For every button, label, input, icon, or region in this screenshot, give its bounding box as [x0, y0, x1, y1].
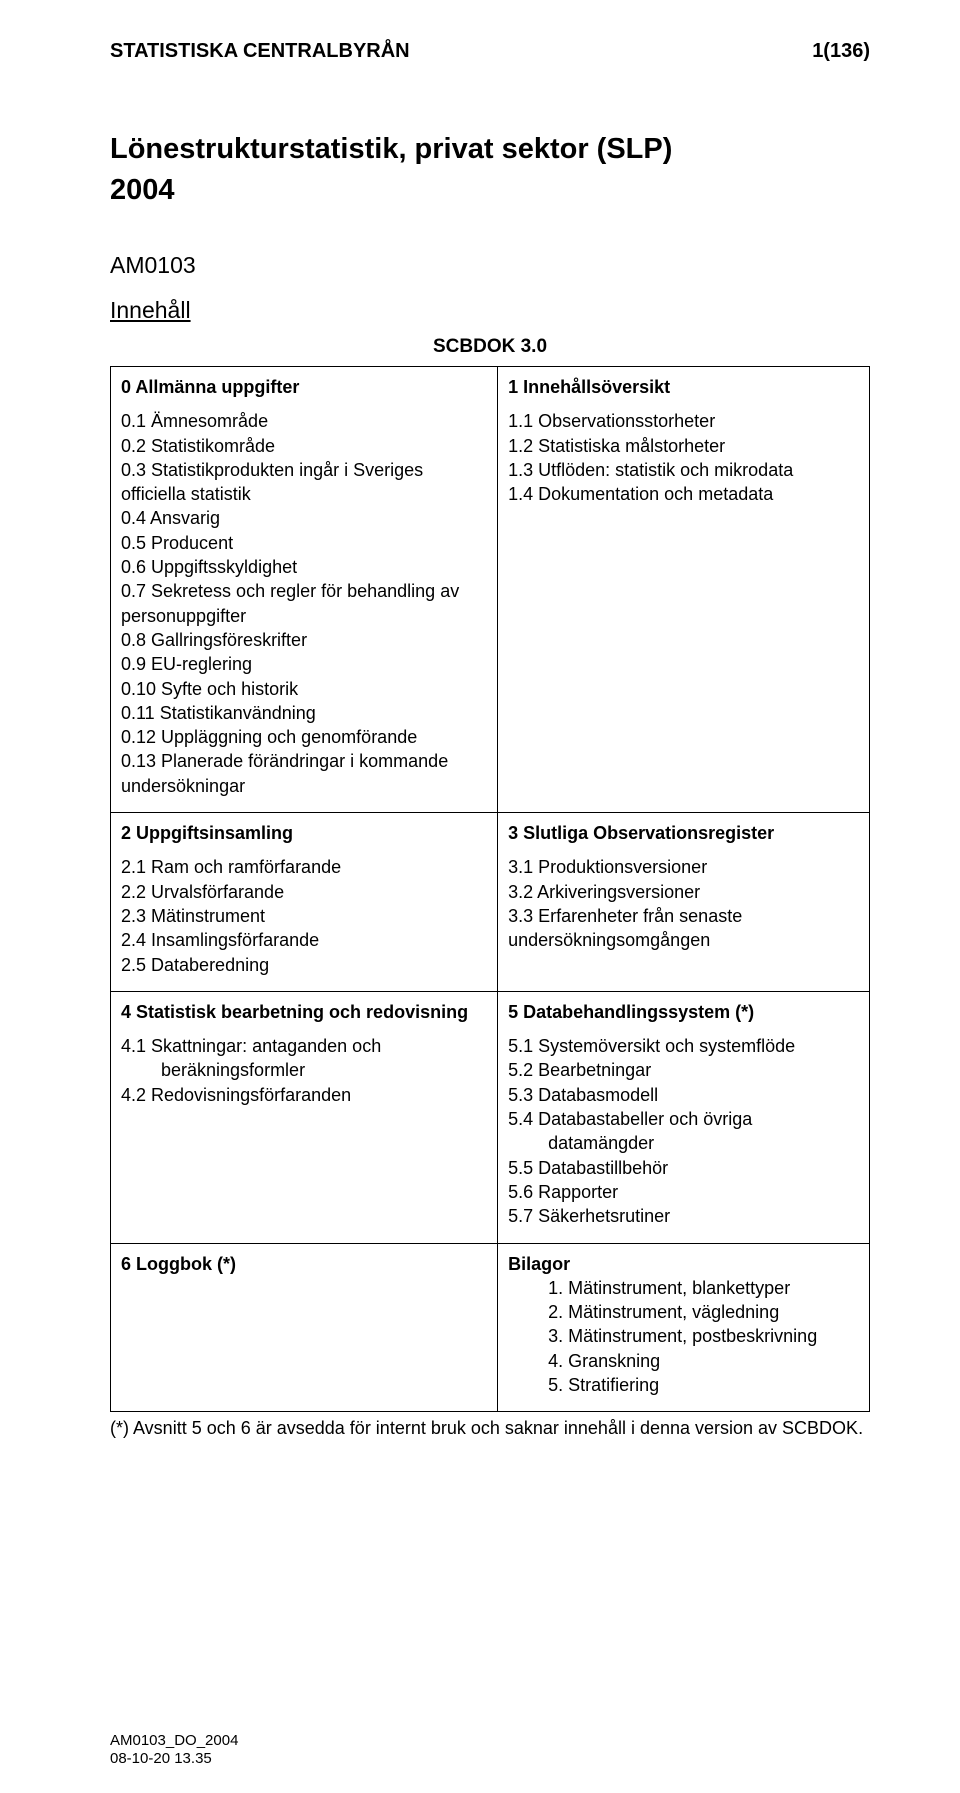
cell-heading: 6 Loggbok (*): [121, 1252, 487, 1276]
header-org: STATISTISKA CENTRALBYRÅN: [110, 40, 410, 63]
toc-item: 1.2 Statistiska målstorheter: [508, 434, 859, 458]
page-footer: AM0103_DO_2004 08-10-20 13.35: [110, 1732, 238, 1770]
section-label-innehall: Innehåll: [110, 297, 870, 324]
footer-docid: AM0103_DO_2004: [110, 1732, 238, 1751]
toc-item: datamängder: [508, 1131, 859, 1155]
toc-item: 5.3 Databasmodell: [508, 1083, 859, 1107]
toc-item: beräkningsformler: [121, 1058, 487, 1082]
toc-cell-3-left: 6 Loggbok (*): [111, 1243, 498, 1412]
bilagor-item: 3. Mätinstrument, postbeskrivning: [548, 1324, 859, 1348]
toc-item: 0.6 Uppgiftsskyldighet: [121, 555, 487, 579]
bilagor-item: 1. Mätinstrument, blankettyper: [548, 1276, 859, 1300]
toc-item: 2.4 Insamlingsförfarande: [121, 928, 487, 952]
toc-item: 0.10 Syfte och historik: [121, 677, 487, 701]
toc-item: 0.8 Gallringsföreskrifter: [121, 628, 487, 652]
toc-cell-0-right: 1 Innehållsöversikt 1.1 Observationsstor…: [498, 367, 870, 813]
toc-item: 1.4 Dokumentation och metadata: [508, 482, 859, 506]
toc-item: 4.1 Skattningar: antaganden och: [121, 1034, 487, 1058]
toc-cell-2-left: 4 Statistisk bearbetning och redovisning…: [111, 991, 498, 1243]
toc-item: 0.7 Sekretess och regler för behandling …: [121, 579, 487, 628]
page-header: STATISTISKA CENTRALBYRÅN 1(136): [110, 40, 870, 63]
toc-item: 3.3 Erfarenheter från senaste undersökni…: [508, 904, 859, 953]
footer-timestamp: 08-10-20 13.35: [110, 1750, 238, 1769]
cell-heading: 0 Allmänna uppgifter: [121, 375, 487, 399]
cell-heading: 2 Uppgiftsinsamling: [121, 821, 487, 845]
toc-cell-0-left: 0 Allmänna uppgifter 0.1 Ämnesområde 0.2…: [111, 367, 498, 813]
document-title: Lönestrukturstatistik, privat sektor (SL…: [110, 133, 870, 166]
toc-cell-3-right: Bilagor 1. Mätinstrument, blankettyper 2…: [498, 1243, 870, 1412]
bilagor-item: 5. Stratifiering: [548, 1373, 859, 1397]
toc-item: 5.4 Databastabeller och övriga: [508, 1107, 859, 1131]
product-code: AM0103: [110, 252, 870, 279]
toc-item: 3.2 Arkiveringsversioner: [508, 880, 859, 904]
toc-item: 2.2 Urvalsförfarande: [121, 880, 487, 904]
table-row: 4 Statistisk bearbetning och redovisning…: [111, 991, 870, 1243]
cell-heading: 5 Databehandlingssystem (*): [508, 1000, 859, 1024]
toc-item: 3.1 Produktionsversioner: [508, 855, 859, 879]
toc-item: 5.5 Databastillbehör: [508, 1156, 859, 1180]
toc-cell-2-right: 5 Databehandlingssystem (*) 5.1 Systemöv…: [498, 991, 870, 1243]
toc-table: 0 Allmänna uppgifter 0.1 Ämnesområde 0.2…: [110, 366, 870, 1412]
toc-item: 5.7 Säkerhetsrutiner: [508, 1204, 859, 1228]
toc-item: 5.6 Rapporter: [508, 1180, 859, 1204]
cell-heading: 1 Innehållsöversikt: [508, 375, 859, 399]
toc-item: 0.1 Ämnesområde: [121, 409, 487, 433]
table-row: 6 Loggbok (*) Bilagor 1. Mätinstrument, …: [111, 1243, 870, 1412]
cell-heading: 4 Statistisk bearbetning och redovisning: [121, 1000, 487, 1024]
toc-item: 5.1 Systemöversikt och systemflöde: [508, 1034, 859, 1058]
toc-item: 0.11 Statistikanvändning: [121, 701, 487, 725]
toc-item: 0.3 Statistikprodukten ingår i Sveriges …: [121, 458, 487, 507]
bilagor-item: 4. Granskning: [548, 1349, 859, 1373]
toc-item: 0.2 Statistikområde: [121, 434, 487, 458]
toc-item: 0.5 Producent: [121, 531, 487, 555]
toc-cell-1-left: 2 Uppgiftsinsamling 2.1 Ram och ramförfa…: [111, 813, 498, 992]
toc-cell-1-right: 3 Slutliga Observationsregister 3.1 Prod…: [498, 813, 870, 992]
toc-item: 0.4 Ansvarig: [121, 506, 487, 530]
scbdok-version: SCBDOK 3.0: [110, 336, 870, 358]
toc-item: 1.3 Utflöden: statistik och mikrodata: [508, 458, 859, 482]
table-row: 0 Allmänna uppgifter 0.1 Ämnesområde 0.2…: [111, 367, 870, 813]
table-row: 2 Uppgiftsinsamling 2.1 Ram och ramförfa…: [111, 813, 870, 992]
bilagor-item: 2. Mätinstrument, vägledning: [548, 1300, 859, 1324]
header-pagenum: 1(136): [812, 40, 870, 63]
cell-heading: 3 Slutliga Observationsregister: [508, 821, 859, 845]
document-year: 2004: [110, 174, 870, 207]
toc-item: 0.12 Uppläggning och genomförande: [121, 725, 487, 749]
footnote: (*) Avsnitt 5 och 6 är avsedda för inter…: [110, 1416, 870, 1440]
toc-item: 0.13 Planerade förändringar i kommande u…: [121, 749, 487, 798]
toc-item: 4.2 Redovisningsförfaranden: [121, 1083, 487, 1107]
toc-item: 0.9 EU-reglering: [121, 652, 487, 676]
toc-item: 1.1 Observationsstorheter: [508, 409, 859, 433]
page: STATISTISKA CENTRALBYRÅN 1(136) Lönestru…: [0, 0, 960, 1793]
toc-item: 5.2 Bearbetningar: [508, 1058, 859, 1082]
toc-item: 2.5 Databeredning: [121, 953, 487, 977]
toc-item: 2.1 Ram och ramförfarande: [121, 855, 487, 879]
toc-item: 2.3 Mätinstrument: [121, 904, 487, 928]
cell-heading: Bilagor: [508, 1252, 859, 1276]
